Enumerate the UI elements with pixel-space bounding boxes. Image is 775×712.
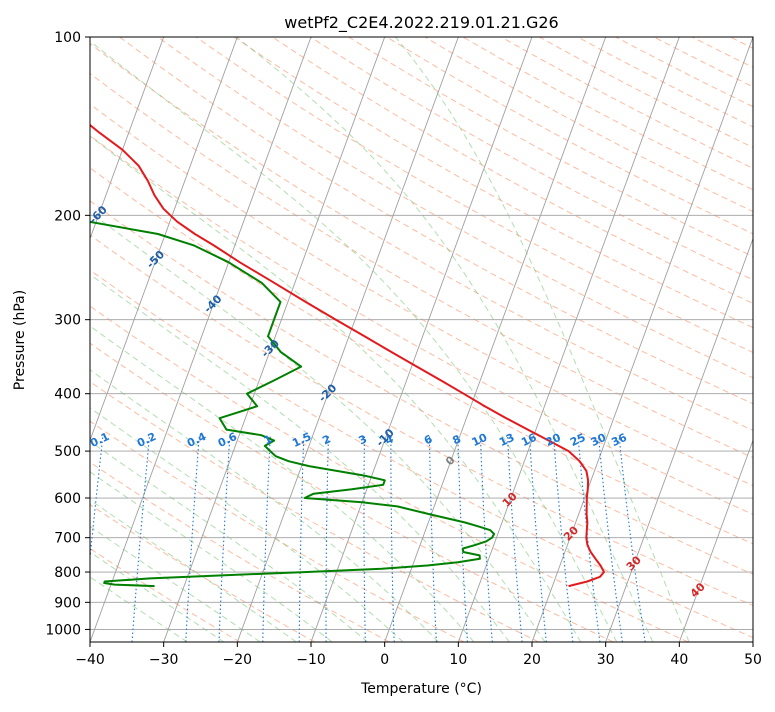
y-tick-label: 400 <box>54 387 81 403</box>
x-tick-label: 40 <box>670 652 688 668</box>
x-tick-label: 30 <box>597 652 615 668</box>
y-axis-label: Pressure (hPa) <box>12 290 28 390</box>
y-tick-label: 300 <box>54 313 81 329</box>
x-tick-label: 0 <box>380 652 389 668</box>
x-tick-label: 10 <box>449 652 467 668</box>
y-tick-label: 700 <box>54 531 81 547</box>
x-axis-label: Temperature (°C) <box>360 681 482 697</box>
x-tick-label: −10 <box>296 652 326 668</box>
y-tick-label: 200 <box>54 208 81 224</box>
y-tick-label: 900 <box>54 595 81 611</box>
x-tick-label: 50 <box>744 652 762 668</box>
chart-title: wetPf2_C2E4.2022.219.01.21.G26 <box>284 13 558 33</box>
x-tick-label: −30 <box>149 652 179 668</box>
y-tick-label: 500 <box>54 444 81 460</box>
x-tick-label: 20 <box>523 652 541 668</box>
x-tick-label: −20 <box>223 652 253 668</box>
y-tick-label: 800 <box>54 565 81 581</box>
x-tick-label: −40 <box>75 652 105 668</box>
y-tick-label: 600 <box>54 491 81 507</box>
y-tick-label: 1000 <box>45 622 81 638</box>
y-tick-label: 100 <box>54 30 81 46</box>
